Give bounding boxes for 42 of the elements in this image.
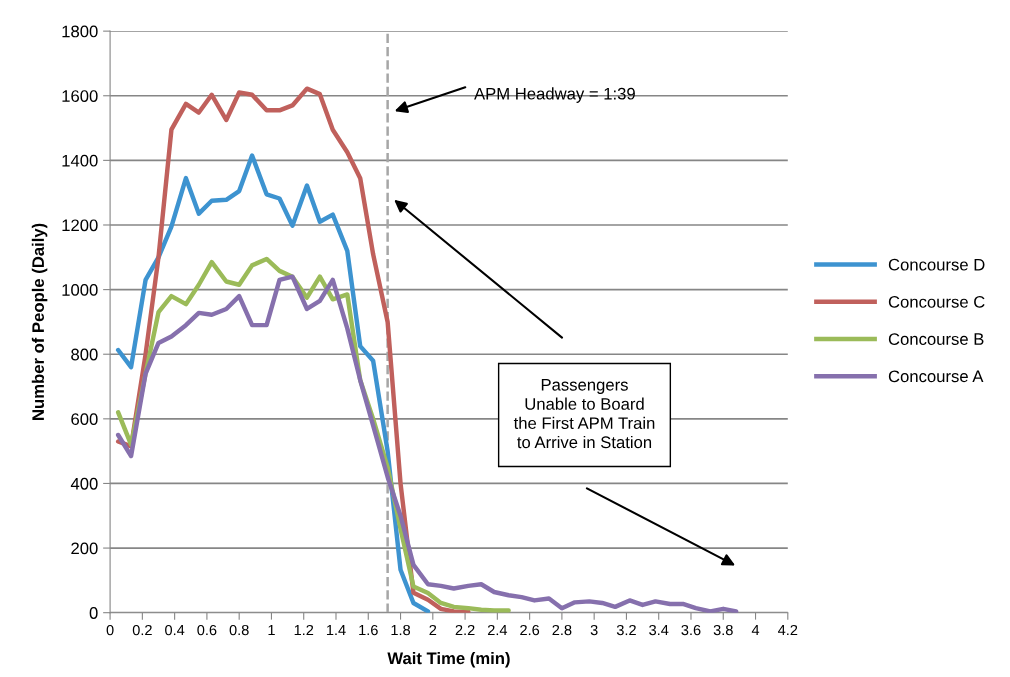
annotation: Passengers Unable to Board the First APM Train to Arrive in Station <box>513 379 655 449</box>
line-series <box>115 153 431 613</box>
x-tick-label: 0.6 <box>197 624 217 636</box>
y-tick-label: 1600 <box>62 90 98 102</box>
legend-label: Concourse D <box>888 258 985 271</box>
x-tick-label: 1.8 <box>391 624 411 636</box>
x-tick-label: 3.6 <box>681 624 701 636</box>
y-tick-label: 800 <box>71 348 98 361</box>
legend-label: Concourse B <box>888 333 984 345</box>
y-tick-label: 600 <box>71 413 98 426</box>
legend-label: Concourse A <box>888 370 984 383</box>
x-tick-label: 4 <box>751 625 760 636</box>
annotation: APM Headway = 1:39 <box>474 87 635 103</box>
y-tick-label: 1400 <box>62 154 98 167</box>
x-axis-title: Wait Time (min) <box>387 651 510 668</box>
x-tick-label: 1.6 <box>359 624 378 636</box>
x-tick-label: 3.4 <box>649 624 669 636</box>
x-tick-label: 3 <box>590 624 598 636</box>
x-tick-label: 0 <box>106 624 114 636</box>
x-tick-label: 2.2 <box>455 624 475 636</box>
y-tick-label: 400 <box>70 477 98 490</box>
x-tick-label: 3.8 <box>713 624 733 636</box>
legend-label: Concourse C <box>888 295 985 308</box>
x-tick-label: 0.8 <box>229 624 249 636</box>
x-tick-label: 2.6 <box>520 624 540 636</box>
line-series <box>115 274 739 613</box>
x-tick-label: 1.2 <box>294 624 314 636</box>
y-tick-label: 1800 <box>62 25 98 38</box>
x-tick-label: 0.2 <box>132 624 152 636</box>
y-tick-label: 0 <box>89 607 98 619</box>
x-tick-label: 4.2 <box>778 624 798 636</box>
x-tick-label: 3.2 <box>616 624 636 636</box>
x-tick-label: 0.4 <box>165 624 185 636</box>
x-tick-label: 1 <box>268 625 275 636</box>
x-tick-label: 2.8 <box>552 624 572 636</box>
x-tick-label: 2 <box>429 624 437 636</box>
y-tick-label: 1000 <box>62 284 98 296</box>
y-tick-label: 200 <box>71 542 98 555</box>
x-tick-label: 1.4 <box>326 625 346 636</box>
x-tick-label: 2.4 <box>487 624 508 636</box>
y-tick-label: 1200 <box>62 219 98 232</box>
y-axis-title: Number of People (Daily) <box>31 223 48 420</box>
